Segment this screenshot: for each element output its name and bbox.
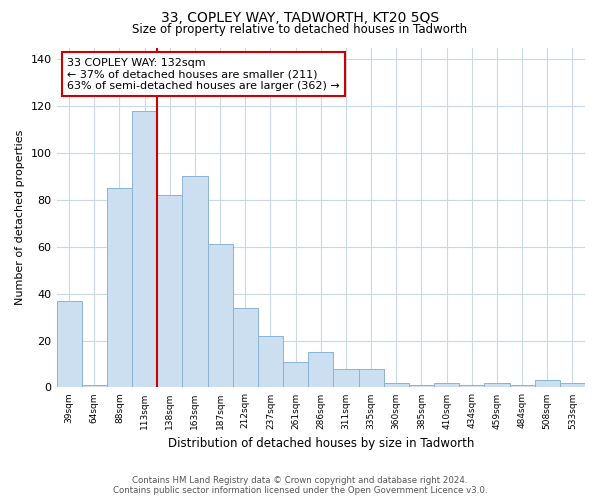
Bar xyxy=(459,385,484,388)
Bar xyxy=(409,385,434,388)
Bar xyxy=(157,195,182,388)
Text: 33, COPLEY WAY, TADWORTH, KT20 5QS: 33, COPLEY WAY, TADWORTH, KT20 5QS xyxy=(161,11,439,25)
Bar xyxy=(509,385,535,388)
Text: Contains HM Land Registry data © Crown copyright and database right 2024.
Contai: Contains HM Land Registry data © Crown c… xyxy=(113,476,487,495)
Bar xyxy=(434,382,459,388)
Bar xyxy=(56,300,82,388)
Bar xyxy=(283,362,308,388)
Y-axis label: Number of detached properties: Number of detached properties xyxy=(15,130,25,305)
Bar xyxy=(560,382,585,388)
Bar xyxy=(82,385,107,388)
X-axis label: Distribution of detached houses by size in Tadworth: Distribution of detached houses by size … xyxy=(167,437,474,450)
Bar xyxy=(208,244,233,388)
Bar xyxy=(258,336,283,388)
Bar xyxy=(107,188,132,388)
Bar xyxy=(132,111,157,388)
Bar xyxy=(383,382,409,388)
Text: 33 COPLEY WAY: 132sqm
← 37% of detached houses are smaller (211)
63% of semi-det: 33 COPLEY WAY: 132sqm ← 37% of detached … xyxy=(67,58,340,91)
Bar xyxy=(359,368,383,388)
Bar xyxy=(334,368,359,388)
Bar xyxy=(484,382,509,388)
Bar xyxy=(535,380,560,388)
Bar xyxy=(233,308,258,388)
Bar xyxy=(308,352,334,388)
Bar xyxy=(182,176,208,388)
Text: Size of property relative to detached houses in Tadworth: Size of property relative to detached ho… xyxy=(133,22,467,36)
